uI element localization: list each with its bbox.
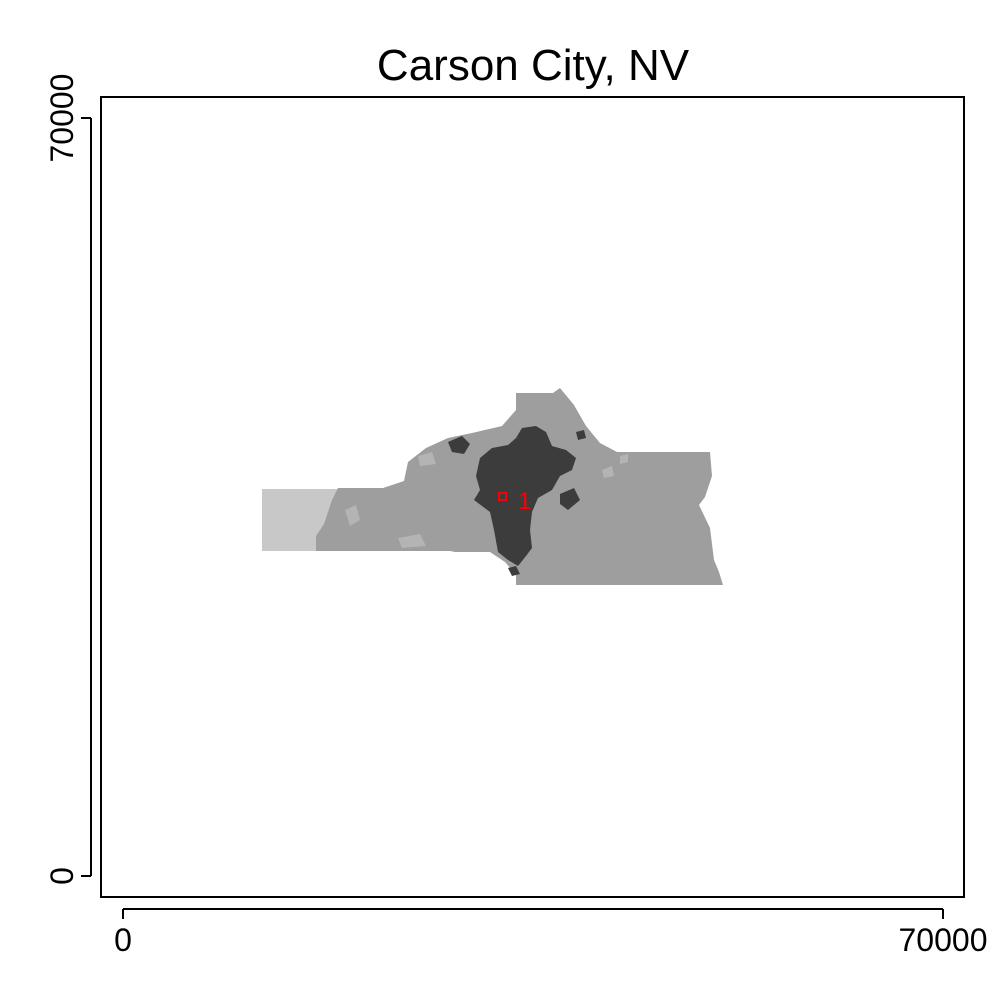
region-light-patch	[620, 454, 628, 464]
x-tick-label: 70000	[899, 922, 988, 958]
center-marker	[498, 491, 508, 501]
map-regions	[262, 388, 723, 585]
region-dark-patch	[576, 430, 586, 440]
y-tick-label: 0	[44, 867, 80, 885]
y-tick-label: 70000	[44, 74, 80, 163]
region-light-patch	[602, 466, 614, 478]
chart-title: Carson City, NV	[377, 41, 690, 90]
region-light-patch	[418, 452, 436, 466]
region-dark	[474, 426, 576, 566]
x-tick-label: 0	[114, 922, 132, 958]
axis-layer: 0 70000 0 70000	[44, 74, 987, 958]
plot-frame	[100, 96, 965, 898]
annotation-layer: 1	[498, 488, 531, 515]
region-dark-patch	[508, 566, 520, 576]
region-dark-patch	[560, 488, 580, 510]
region-light-patch	[345, 505, 360, 526]
region-light-patch	[398, 534, 426, 548]
region-dark-patch	[448, 436, 470, 454]
annotation-label: 1	[518, 488, 531, 515]
